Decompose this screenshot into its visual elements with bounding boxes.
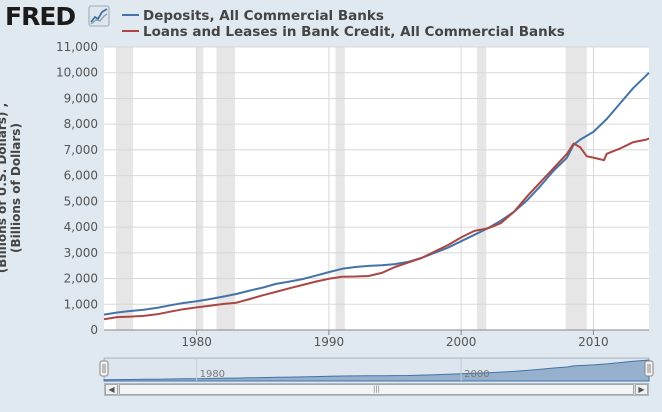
legend-label-loans: Loans and Leases in Bank Credit, All Com… [143,24,565,40]
recession-bar [477,47,487,330]
y-tick-label: 11,000 [56,40,98,54]
plot-background [104,47,649,330]
axes: 0 1,000 2,000 3,000 4,000 5,000 6,000 7,000 8,00… [56,40,649,349]
legend-swatch-deposits [122,14,139,16]
y-tick-label: 8,000 [64,117,98,131]
fred-logo[interactable]: FRED [5,2,76,31]
x-tick-label: 1990 [314,335,345,349]
navigator-tick-label: 2000 [464,369,489,380]
y-tick-label: 10,000 [56,66,98,80]
navigator-right-handle[interactable] [644,360,654,377]
recession-bar [216,47,235,330]
navigator-series-area [103,359,650,382]
scroll-right-button[interactable]: ▶ [635,384,648,395]
navigator-left-handle[interactable] [99,360,109,377]
y-tick-label: 3,000 [64,246,98,260]
plot-area [104,47,649,330]
legend-label-deposits: Deposits, All Commercial Banks [143,8,384,24]
recession-bars [115,47,587,330]
legend-item-deposits[interactable]: Deposits, All Commercial Banks [122,8,384,24]
deposits-series-line[interactable] [103,71,650,316]
legend-swatch-loans [122,30,139,32]
series-lines [103,71,650,321]
navigator-chart[interactable]: 1980 2000 [99,357,654,382]
legend-item-loans[interactable]: Loans and Leases in Bank Credit, All Com… [122,24,565,40]
recession-bar [115,47,134,330]
y-tick-label: 7,000 [64,143,98,157]
y-tick-label: 0 [90,323,98,337]
y-tick-label: 4,000 [64,220,98,234]
y-tick-label: 5,000 [64,194,98,208]
navigator-tick-label: 1980 [200,369,225,380]
grid-lines [104,46,649,330]
line-chart-icon [88,5,110,27]
y-tick-label: 2,000 [64,272,98,286]
recession-bar [335,47,345,330]
scroll-left-button[interactable]: ◀ [105,384,118,395]
scroll-thumb[interactable]: ||| [119,384,634,395]
chart-header: FRED Deposits, All Commercial Banks Loan… [0,0,662,44]
range-scrollbar[interactable]: ◀ ||| ▶ [104,383,649,396]
x-tick-label: 2010 [578,335,609,349]
y-tick-label: 9,000 [64,91,98,105]
x-tick-label: 1980 [181,335,212,349]
navigator-selection[interactable] [104,358,649,381]
x-tick-label: 2000 [446,335,477,349]
y-tick-label: 6,000 [64,169,98,183]
recession-bar [565,47,587,330]
recession-bar [196,47,204,330]
loans-series-line[interactable] [103,137,650,321]
y-tick-label: 1,000 [64,297,98,311]
